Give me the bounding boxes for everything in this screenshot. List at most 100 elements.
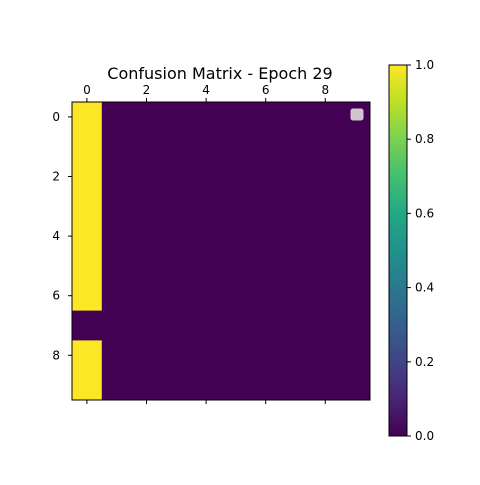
heatmap-cell [221, 251, 252, 282]
heatmap-cell [250, 251, 282, 282]
heatmap-cell [161, 221, 192, 252]
heatmap-cell [72, 251, 103, 282]
x-tick-label: 8 [321, 83, 329, 97]
y-tick-label: 0 [52, 110, 60, 124]
heatmap-cell [250, 221, 282, 252]
heatmap-cell [72, 310, 103, 341]
colorbar [388, 64, 408, 437]
heatmap-cell [161, 131, 192, 163]
plot-frame [71, 101, 371, 401]
heatmap-cell [72, 102, 103, 133]
heatmap-cell [101, 251, 133, 282]
chart-title: Confusion Matrix - Epoch 29 [107, 64, 332, 83]
heatmap-cell [250, 310, 282, 341]
heatmap-cell [131, 221, 162, 252]
heatmap-cell [310, 102, 341, 133]
heatmap-cell [191, 251, 222, 282]
heatmap-cell [310, 131, 341, 163]
heatmap-cell [191, 221, 222, 252]
heatmap-cell [221, 102, 252, 133]
heatmap-cell [191, 370, 222, 401]
colorbar-tick-label: 0.2 [415, 355, 434, 369]
heatmap-cell [161, 102, 192, 133]
colorbar-tick-label: 0.8 [415, 132, 434, 146]
heatmap-cell [191, 310, 222, 341]
heatmap-cell [340, 131, 371, 163]
heatmap-cell [131, 251, 162, 282]
heatmap-cell [101, 310, 133, 341]
heatmap-cell [72, 340, 103, 371]
heatmap-cell [161, 340, 192, 371]
colorbar-tick-label: 1.0 [415, 58, 434, 72]
heatmap-cell [280, 102, 311, 133]
heatmap-cell [221, 280, 252, 312]
heatmap-cell [131, 370, 162, 401]
legend-box [350, 108, 364, 121]
heatmap-cell [72, 161, 103, 192]
heatmap-cell [221, 161, 252, 192]
x-tick-label: 4 [202, 83, 210, 97]
heatmap-cell [250, 191, 282, 222]
heatmap-cell [131, 280, 162, 312]
heatmap-cell [340, 221, 371, 252]
heatmap-cells [72, 102, 371, 401]
heatmap-cell [340, 310, 371, 341]
y-tick-label: 2 [52, 170, 60, 184]
y-tick-label: 8 [52, 348, 60, 362]
heatmap-cell [72, 370, 103, 401]
heatmap-cell [310, 221, 341, 252]
heatmap-cell [131, 191, 162, 222]
heatmap-cell [340, 191, 371, 222]
heatmap-cell [280, 280, 311, 312]
heatmap-cell [340, 340, 371, 371]
heatmap-cell [310, 370, 341, 401]
heatmap-cell [161, 280, 192, 312]
heatmap-cell [310, 340, 341, 371]
colorbar-ticks: 0.0 0.2 0.4 0.6 0.8 1.0 [407, 58, 434, 443]
heatmap-cell [280, 221, 311, 252]
heatmap-cell [101, 370, 133, 401]
heatmap-cell [101, 221, 133, 252]
colorbar-tick-label: 0.0 [415, 429, 434, 443]
heatmap-cell [131, 161, 162, 192]
heatmap-cell [161, 191, 192, 222]
heatmap-cell [191, 131, 222, 163]
heatmap-cell [280, 251, 311, 282]
heatmap-cell [101, 280, 133, 312]
heatmap-cell [101, 340, 133, 371]
heatmap-cell [131, 102, 162, 133]
heatmap-cell [221, 131, 252, 163]
y-axis-ticks: 0 2 4 6 8 [52, 110, 72, 362]
heatmap-cell [250, 161, 282, 192]
heatmap-cell [161, 251, 192, 282]
x-axis-bottom-ticks [86, 400, 326, 404]
heatmap-cell [191, 102, 222, 133]
heatmap-cell [221, 370, 252, 401]
y-tick-label: 4 [52, 229, 60, 243]
heatmap-cell [101, 102, 133, 133]
heatmap-cell [310, 191, 341, 222]
heatmap-cell [101, 131, 133, 163]
heatmap-cell [250, 280, 282, 312]
heatmap-cell [280, 310, 311, 341]
heatmap-cell [131, 310, 162, 341]
heatmap-cell [221, 310, 252, 341]
heatmap-cell [191, 340, 222, 371]
heatmap-cell [250, 102, 282, 133]
heatmap-cell [310, 280, 341, 312]
heatmap-cell [161, 310, 192, 341]
heatmap-cell [72, 280, 103, 312]
heatmap-cell [221, 221, 252, 252]
heatmap-cell [221, 191, 252, 222]
heatmap-cell [280, 370, 311, 401]
heatmap-cell [72, 191, 103, 222]
heatmap-cell [340, 251, 371, 282]
heatmap-cell [101, 191, 133, 222]
x-tick-label: 6 [262, 83, 270, 97]
heatmap-cell [250, 340, 282, 371]
heatmap-cell [340, 370, 371, 401]
heatmap-cell [161, 161, 192, 192]
y-tick-label: 6 [52, 289, 60, 303]
